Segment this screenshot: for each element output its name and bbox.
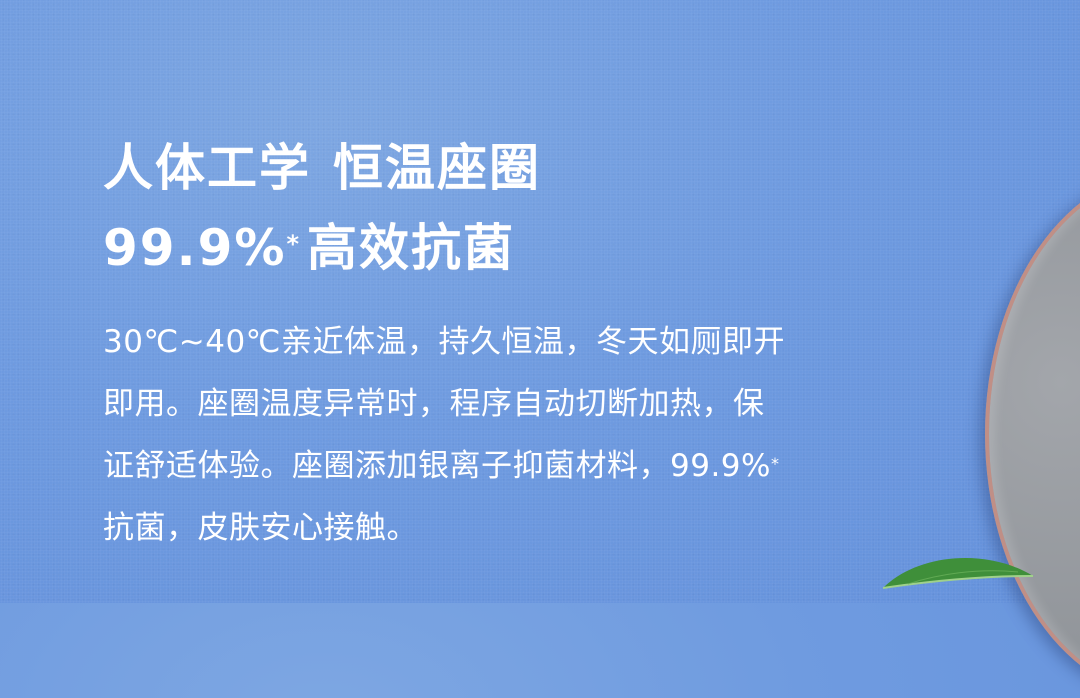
headline-antibacterial: 高效抗菌 [307, 219, 516, 277]
description-line-3-text: 证舒适体验。座圈添加银离子抑菌材料，99.9% [103, 448, 771, 484]
description-line-1: 30℃~40℃亲近体温，持久恒温，冬天如厕即开 [103, 324, 785, 360]
headline-percentage: 99.9% [103, 219, 287, 277]
description-line-4: 抗菌，皮肤安心接触。 [103, 510, 418, 546]
headline-ergonomics: 人体工学 [103, 139, 311, 197]
headline-footnote-mark: * [286, 230, 302, 258]
headline: 人体工学 恒温座圈 99.9%* 高效抗菌 [103, 128, 541, 288]
headline-line-2: 99.9%* 高效抗菌 [103, 208, 541, 288]
description-line-2: 即用。座圈温度异常时，程序自动切断加热，保 [103, 386, 765, 422]
headline-heated-seat: 恒温座圈 [333, 139, 541, 197]
toilet-seat-image [985, 170, 1080, 698]
leaf-image [882, 557, 1034, 589]
headline-line-1: 人体工学 恒温座圈 [103, 128, 541, 208]
description-footnote-mark: * [770, 454, 780, 473]
description-paragraph: 30℃~40℃亲近体温，持久恒温，冬天如厕即开 即用。座圈温度异常时，程序自动切… [103, 311, 973, 559]
description-line-3: 证舒适体验。座圈添加银离子抑菌材料，99.9%* [103, 435, 973, 497]
